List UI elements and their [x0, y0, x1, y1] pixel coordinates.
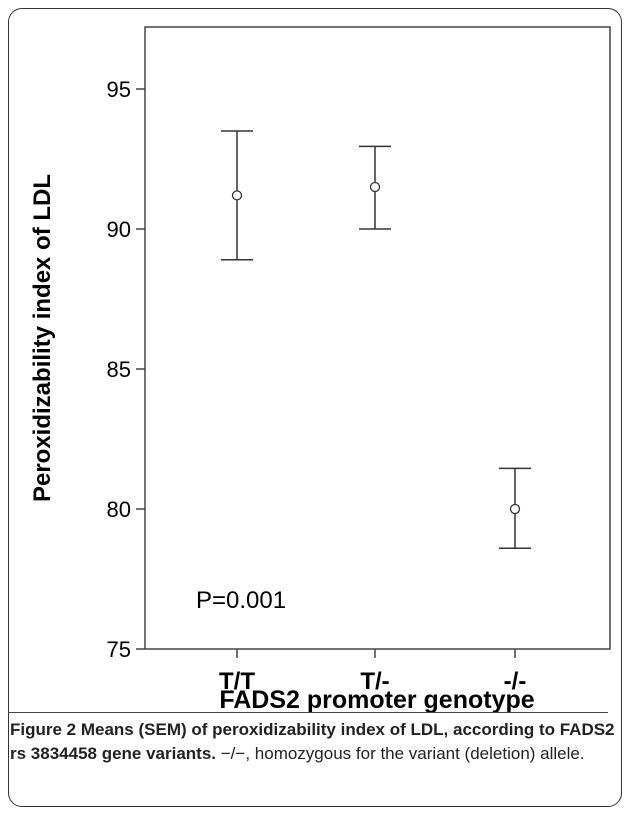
- y-axis-label: Peroxidizability index of LDL: [29, 174, 56, 502]
- error-bar-group: [499, 467, 531, 549]
- x-tick-label: -/-: [504, 668, 527, 695]
- mean-point: [369, 181, 381, 193]
- x-tick-label: T/-: [360, 668, 389, 695]
- caption-divider: [8, 712, 608, 713]
- y-tick-label: 80: [107, 497, 131, 522]
- figure-caption: Figure 2 Means (SEM) of peroxidizability…: [8, 712, 616, 766]
- chart: 75 80 85 90 95 T/T T/- -/- Peroxidizability in…: [29, 26, 611, 714]
- caption-text: −/−, homozygous for the variant (deletio…: [216, 744, 585, 763]
- y-tick-label: 85: [107, 357, 131, 382]
- caption-bold: Figure 2 Means (SEM) of peroxidizability…: [10, 720, 615, 763]
- y-tick-label: 90: [107, 217, 131, 242]
- figure-frame: [8, 8, 622, 807]
- x-tick-label: T/T: [219, 668, 255, 695]
- y-axis: 75 80 85 90 95: [107, 77, 145, 662]
- chart-marks: [221, 130, 531, 549]
- x-axis: T/T T/- -/-: [219, 649, 526, 695]
- x-axis-label: FADS2 promoter genotype: [219, 686, 534, 714]
- plot-area: [144, 26, 611, 650]
- y-tick-label: 75: [107, 637, 131, 662]
- y-tick-label: 95: [107, 77, 131, 102]
- error-bar-group: [359, 145, 391, 230]
- p-value-annotation: P=0.001: [196, 587, 286, 614]
- mean-point: [509, 503, 521, 515]
- mean-point: [231, 190, 243, 201]
- error-bar-group: [221, 130, 253, 261]
